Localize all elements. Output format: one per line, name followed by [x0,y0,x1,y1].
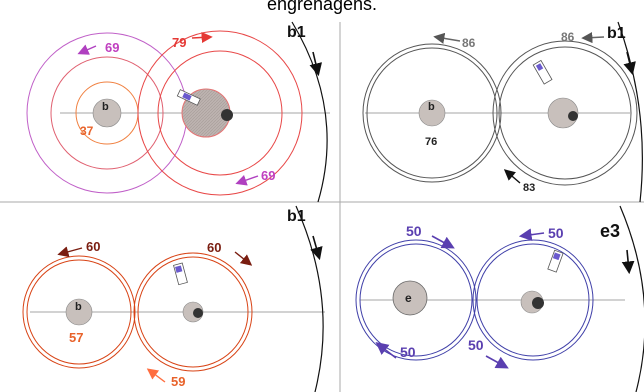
pin-right [221,109,233,121]
hub-left [392,280,428,316]
outer-circle-right [137,30,303,196]
hub-right [547,97,579,129]
arrow-59 [146,368,166,383]
arrow-69-top [77,44,97,55]
arrow-60-left [57,246,83,258]
panel-top-right: 86 86 76 83 b b1 [362,21,643,203]
wheel-arc [617,21,643,203]
wheel-arrow [309,51,323,77]
hub-left [92,98,122,128]
wheel-label-e3: e3 [600,221,620,241]
outer-ring-left [362,43,502,183]
slot-marker [532,59,553,85]
center-label-b: b [428,101,435,113]
wheel-label-b1: b1 [607,25,626,42]
label-69-top: 69 [105,40,119,55]
label-57: 57 [69,330,83,345]
label-37: 37 [80,124,94,138]
center-label-b: b [75,301,82,313]
label-60-right: 60 [207,240,221,255]
label-59: 59 [171,374,185,389]
label-79: 79 [172,35,186,50]
hub-left [418,99,446,127]
pin-right [193,308,203,318]
label-50-top-left: 50 [406,223,422,239]
label-60-left: 60 [86,239,100,254]
figure-caption: engrenagens. [266,0,378,14]
label-50-bottom-left: 50 [400,344,416,360]
inner-ring-left [366,47,498,179]
center-label-e: e [405,291,412,305]
panel-top-left: 69 79 37 69 b b1 [26,21,330,203]
pin-right [532,297,544,309]
label-86-left: 86 [462,36,476,50]
arrow-50-bottom-left [375,342,397,359]
arrow-83 [503,169,521,184]
middle-circle-right [157,50,283,176]
arrow-79 [191,31,213,44]
wheel-arrow [623,51,636,76]
outer-ring-left [355,239,477,361]
wheel-arc [291,21,328,203]
wheel-arc [619,205,644,392]
wheel-arrow [621,249,635,275]
inner-ring-right [498,46,632,180]
inner-ring-left [359,243,473,357]
label-86-right: 86 [561,30,575,44]
wheel-arc [295,205,324,392]
label-50-bottom-right: 50 [468,337,484,353]
arrow-60-right [234,251,253,266]
outer-ring-right [492,40,638,186]
outer-ring-right [133,252,253,372]
outer-ring-left [22,255,136,369]
label-76: 76 [425,136,437,148]
wheel-label-b1: b1 [287,208,306,225]
label-50-top-right: 50 [548,225,564,241]
outer-ring-right [472,239,594,361]
arrow-86-left [433,32,461,44]
center-label-b: b [102,101,109,113]
label-69-bottom: 69 [261,168,275,183]
inner-ring-right [137,256,249,368]
label-83: 83 [523,182,535,194]
panel-bottom-left: 60 60 57 59 b b1 [22,205,325,392]
arrow-86-right [581,31,605,44]
pin-right [568,111,578,121]
wheel-label-b1: b1 [287,24,306,41]
arrow-50-top-right [518,228,545,242]
inner-ring-right [476,243,590,357]
inner-ring-left [26,259,132,365]
arrow-50-bottom-right [485,355,509,369]
panel-bottom-right: 50 50 50 50 e e3 [355,205,644,392]
hub-left [65,298,93,326]
wheel-arrow [310,235,323,261]
middle-circle-left [50,56,164,170]
arrow-50-top-left [431,235,455,249]
arrow-69-bottom [235,174,259,186]
